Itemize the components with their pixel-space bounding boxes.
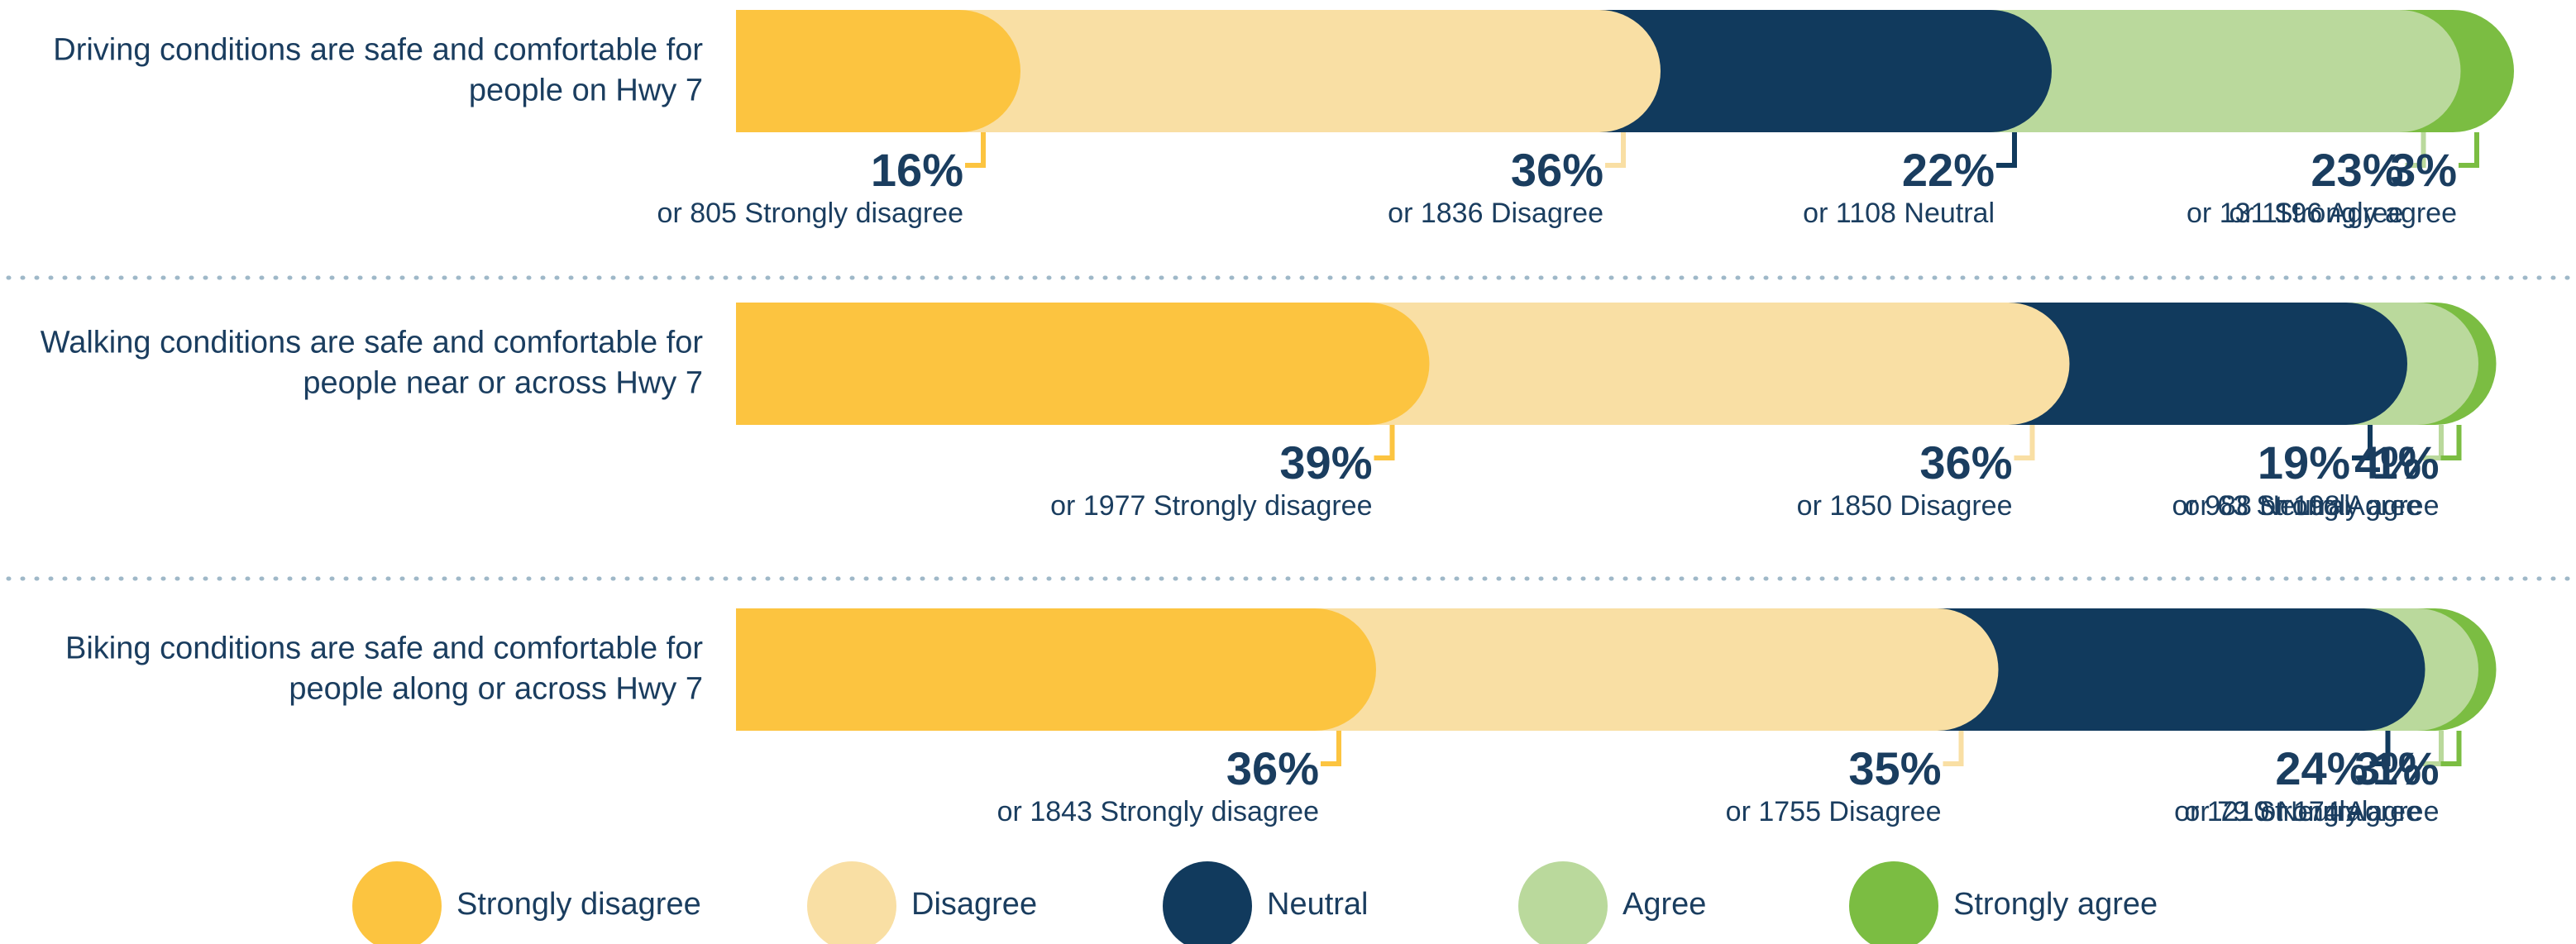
callout-line [1321, 731, 1341, 766]
callout-line [1605, 132, 1626, 168]
count-label: or 131 Strongly agree [2186, 198, 2457, 229]
bar-segment [736, 10, 1020, 132]
value-label: 24% [2275, 742, 2368, 794]
count-label: or 1977 Strongly disagree [1050, 490, 1372, 522]
callout-line [2369, 731, 2391, 766]
count-label: or 63 Strongly agree [2184, 490, 2439, 522]
value-label: 39% [1279, 436, 1372, 489]
callout-line [2405, 132, 2426, 168]
count-label: or 1755 Disagree [1726, 796, 1942, 827]
callout-line [965, 132, 986, 168]
value-label: 22% [1902, 144, 1995, 196]
count-label: or 174 Agree [2260, 796, 2421, 827]
value-label: 3% [2354, 742, 2421, 794]
count-label: or 1196 Agree [2229, 198, 2403, 229]
legend-label: Strongly agree [1953, 887, 2158, 922]
row-label: Biking conditions are safe and comfortab… [65, 631, 703, 707]
value-label: 1% [2373, 742, 2440, 794]
value-label: 16% [871, 144, 963, 196]
callout-line [1374, 425, 1395, 460]
callout-line [2440, 731, 2462, 766]
callout-line [2459, 132, 2479, 168]
count-label: or 198 Agree [2260, 490, 2421, 522]
bar-segment [1991, 10, 2461, 133]
bar-segment [1315, 608, 1999, 731]
bar-segment [1937, 608, 2425, 731]
count-label: or 1843 Strongly disagree [997, 796, 1319, 827]
count-label: or 805 Strongly disagree [657, 198, 963, 229]
value-label: 36% [1226, 742, 1319, 794]
row-label: Walking conditions are safe and comforta… [40, 325, 703, 401]
count-label: or 1108 Neutral [1803, 198, 1995, 229]
row-label: Driving conditions are safe and comforta… [53, 32, 703, 108]
value-label: 23% [2311, 144, 2403, 196]
count-label: or 988 Neutral [2172, 490, 2350, 522]
value-label: 36% [1919, 436, 2012, 489]
bar-segment [736, 303, 1430, 425]
legend-swatch [1518, 861, 1608, 944]
bar-segment [736, 608, 1376, 731]
value-label: 4% [2354, 436, 2421, 489]
value-label: 35% [1848, 742, 1941, 794]
bar-segment [1368, 303, 2070, 425]
value-label: 36% [1511, 144, 1603, 196]
value-label: 3% [2390, 144, 2457, 196]
callout-line [1996, 132, 2017, 168]
count-label: or 1210 Neutral [2174, 796, 2368, 827]
callout-line [1943, 731, 1964, 766]
legend-swatch [1163, 861, 1252, 944]
legend-swatch [807, 861, 896, 944]
legend-label: Neutral [1267, 887, 1369, 922]
callout-line [2014, 425, 2035, 460]
legend-label: Strongly disagree [456, 887, 701, 922]
legend-swatch [352, 861, 442, 944]
count-label: or 79 Strongly agree [2184, 796, 2439, 827]
bar-segment [2008, 303, 2407, 425]
bar-segment [1599, 10, 2052, 132]
callout-line [2440, 425, 2462, 460]
value-label: 19% [2258, 436, 2350, 489]
value-label: 1% [2373, 436, 2440, 489]
count-label: or 1850 Disagree [1797, 490, 2013, 522]
bar-segment [959, 10, 1661, 132]
legend-label: Disagree [911, 887, 1037, 922]
legend-swatch [1849, 861, 1938, 944]
legend-label: Agree [1623, 887, 1706, 922]
callout-line [2352, 425, 2373, 460]
count-label: or 1836 Disagree [1388, 198, 1603, 229]
